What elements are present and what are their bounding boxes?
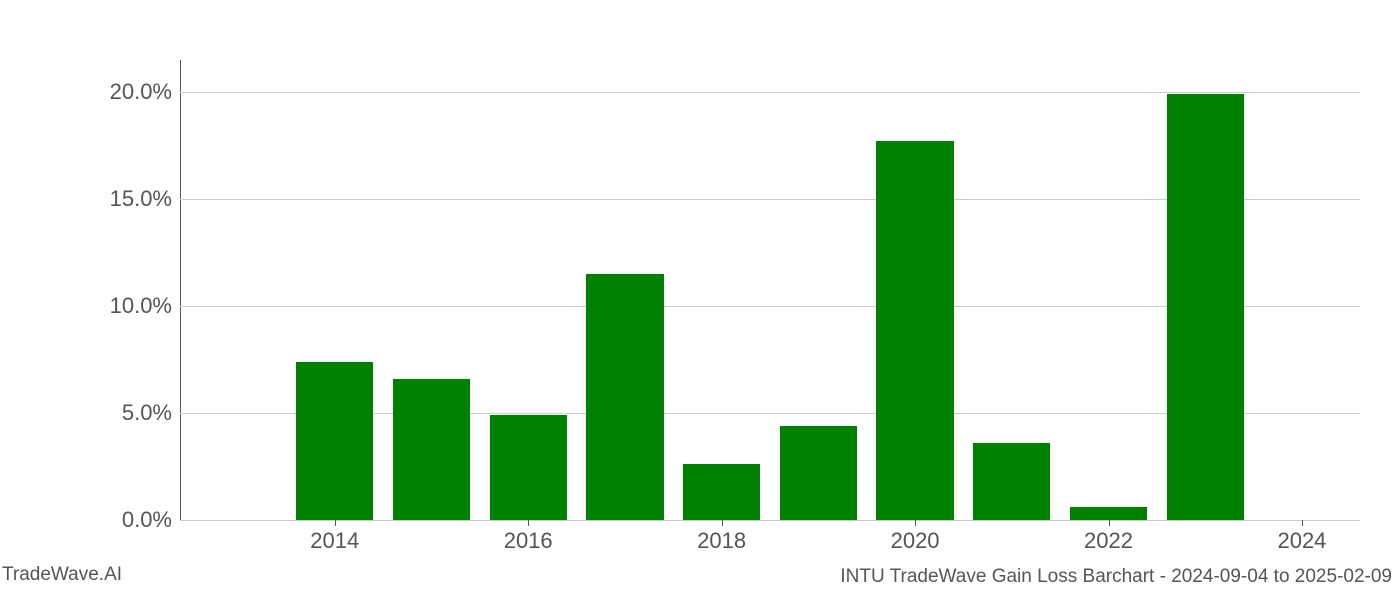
- chart-area: 201420162018202020222024: [180, 60, 1360, 520]
- y-tick-label: 20.0%: [110, 79, 172, 105]
- x-tick-label: 2022: [1084, 528, 1133, 554]
- x-tick-mark: [1302, 520, 1303, 526]
- footer-right-caption: INTU TradeWave Gain Loss Barchart - 2024…: [840, 566, 1392, 588]
- bar: [1167, 94, 1244, 520]
- x-tick-mark: [528, 520, 529, 526]
- y-tick-label: 15.0%: [110, 186, 172, 212]
- gridline: [180, 520, 1360, 521]
- y-tick-label: 5.0%: [122, 400, 172, 426]
- bar: [586, 274, 663, 520]
- bar: [490, 415, 567, 520]
- footer-left-brand: TradeWave.AI: [2, 564, 122, 586]
- bar: [973, 443, 1050, 520]
- gridline: [180, 92, 1360, 93]
- x-tick-label: 2016: [504, 528, 553, 554]
- x-tick-mark: [335, 520, 336, 526]
- bar: [1070, 507, 1147, 520]
- bar: [876, 141, 953, 520]
- bar: [393, 379, 470, 520]
- bar: [780, 426, 857, 520]
- x-tick-label: 2024: [1277, 528, 1326, 554]
- x-tick-mark: [722, 520, 723, 526]
- bar: [296, 362, 373, 520]
- x-tick-mark: [1109, 520, 1110, 526]
- plot-area: 201420162018202020222024: [180, 60, 1360, 520]
- bar: [683, 464, 760, 520]
- x-tick-label: 2018: [697, 528, 746, 554]
- y-tick-label: 10.0%: [110, 293, 172, 319]
- x-tick-label: 2020: [891, 528, 940, 554]
- x-tick-mark: [915, 520, 916, 526]
- y-tick-label: 0.0%: [122, 507, 172, 533]
- x-tick-label: 2014: [310, 528, 359, 554]
